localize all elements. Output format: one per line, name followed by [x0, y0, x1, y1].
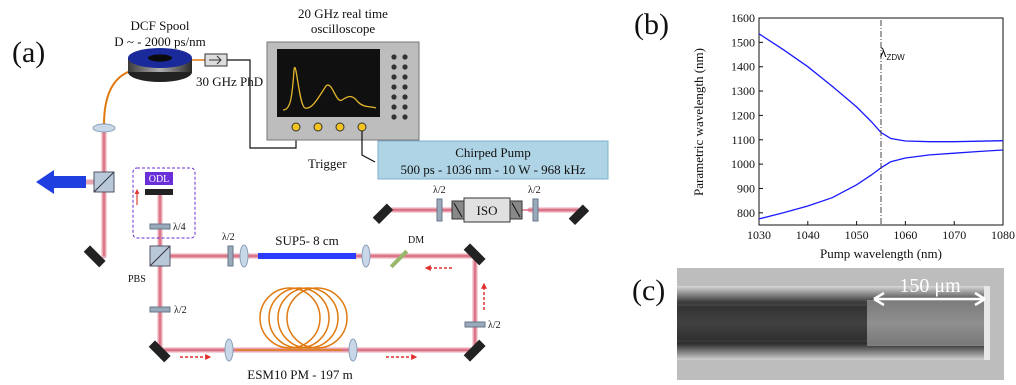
- axis-ticks: 1030 1040 1050 1060 1070 1080 800 900 1000 1100 12…: [731, 11, 1015, 242]
- dichroic-mirror: [389, 249, 409, 269]
- hwp-main-label: λ/2: [222, 232, 235, 243]
- esm-fiber-coil: [236, 287, 348, 351]
- scope-title-2: oscilloscope: [311, 21, 375, 36]
- y-tick-label: 800: [737, 206, 755, 220]
- x-axis-label: Pump wavelength (nm): [820, 246, 942, 261]
- odl-stage: [145, 172, 173, 185]
- mirror-top-right: [463, 243, 486, 266]
- mirror-pump-right: [568, 204, 590, 226]
- trigger-label: Trigger: [308, 156, 347, 171]
- odl-mirror: [145, 189, 173, 195]
- pbs-cube: [149, 245, 171, 267]
- x-tick-label: 1030: [747, 228, 771, 242]
- mirror-pump-left: [372, 203, 394, 225]
- pump-hwp-label-2: λ/2: [528, 185, 541, 196]
- pump-specs: 500 ps - 1036 nm - 10 W - 968 kHz: [400, 162, 585, 177]
- odl-label: ODL: [149, 174, 170, 185]
- pump-hwp-label-1: λ/2: [433, 185, 446, 196]
- phd-cable: [227, 59, 297, 149]
- scale-label: 150 μm: [899, 275, 961, 297]
- y-tick-label: 1100: [731, 133, 755, 147]
- lens-top-left: [92, 123, 116, 133]
- fiber-tip: [984, 286, 990, 360]
- pump-waveplate-1: [436, 198, 443, 222]
- panel-c-label: (c): [632, 274, 665, 307]
- y-tick-label: 1200: [731, 108, 755, 122]
- x-tick-label: 1040: [796, 228, 820, 242]
- lenses: [92, 123, 371, 362]
- panel-b-label: (b): [634, 8, 669, 41]
- scope-trace: [282, 66, 377, 111]
- photodiode-icon: [204, 53, 228, 67]
- scope-knobs: [291, 122, 367, 132]
- beam-loop: [157, 253, 478, 353]
- sup5-fiber: [258, 253, 356, 259]
- trigger-cable: [361, 131, 376, 163]
- output-arrow-icon: [36, 170, 86, 194]
- zdw-label: λZDW: [880, 45, 905, 62]
- y-axis-label: Parametric wavelength (nm): [691, 48, 706, 196]
- dcf-title: DCF Spool: [131, 18, 190, 33]
- fiber-to-dcf: [103, 67, 141, 126]
- panel-a-label: (a): [12, 36, 45, 69]
- mirrors: [83, 203, 590, 363]
- mirror-bottom-left: [148, 340, 171, 363]
- fiber-image-core: [677, 306, 867, 340]
- dcf-spool: [128, 48, 192, 82]
- y-tick-label: 1000: [731, 157, 755, 171]
- qwp-label: λ/4: [173, 222, 186, 233]
- pump-waveplate-2: [532, 198, 539, 222]
- photodiode-label: 30 GHz PhD: [196, 74, 263, 89]
- output-pbs-cube: [93, 171, 115, 193]
- lens-sup5-left: [239, 244, 249, 268]
- x-tick-label: 1070: [942, 228, 966, 242]
- lens-esm-right: [348, 338, 358, 362]
- y-tick-label: 900: [737, 181, 755, 195]
- x-tick-label: 1060: [893, 228, 917, 242]
- dcf-dispersion: D ~ - 2000 ps/nm: [114, 34, 206, 49]
- fiber-image-collapsed: [867, 300, 990, 346]
- pbs-label: PBS: [128, 274, 146, 285]
- hwp-vertical-label: λ/2: [174, 305, 187, 316]
- dispersion-chart-panel: (b) 1030 1040 1050 1060 1070 1080 800 900 1000 11…: [634, 8, 1015, 261]
- lens-esm-left: [224, 338, 234, 362]
- hwp-right: [464, 321, 486, 328]
- x-tick-label: 1080: [991, 228, 1015, 242]
- mirror-left: [83, 245, 106, 268]
- scope-title-1: 20 GHz real time: [298, 6, 388, 21]
- qwp: [149, 223, 171, 230]
- hwp-main: [227, 245, 234, 267]
- odl-dashed-box: [132, 167, 196, 239]
- setup-panel: (a) DCF Spool D ~ - 2000 ps/nm: [12, 6, 609, 382]
- microscope-panel: (c) 150 μm: [632, 268, 1004, 380]
- hwp-vertical: [149, 306, 171, 313]
- esm-label: ESM10 PM - 197 m: [247, 367, 352, 382]
- y-tick-label: 1400: [731, 60, 755, 74]
- y-tick-label: 1500: [731, 35, 755, 49]
- scope-buttons: [391, 54, 408, 120]
- direction-arrows: [180, 265, 487, 360]
- iso-label: ISO: [477, 203, 498, 218]
- y-tick-label: 1600: [731, 11, 755, 25]
- oscilloscope: [266, 41, 420, 141]
- mirror-bottom-right: [463, 339, 486, 362]
- isolator: [451, 197, 523, 223]
- scale-bar-arrow: [873, 291, 986, 307]
- x-tick-label: 1050: [845, 228, 869, 242]
- pump-box: [377, 140, 609, 180]
- plot-frame: [758, 17, 1004, 226]
- y-tick-label: 1300: [731, 84, 755, 98]
- pump-title: Chirped Pump: [455, 145, 530, 160]
- lens-sup5-right: [361, 244, 371, 268]
- sup5-label: SUP5- 8 cm: [275, 233, 339, 248]
- dm-label: DM: [408, 235, 424, 246]
- hwp-right-label: λ/2: [488, 320, 501, 331]
